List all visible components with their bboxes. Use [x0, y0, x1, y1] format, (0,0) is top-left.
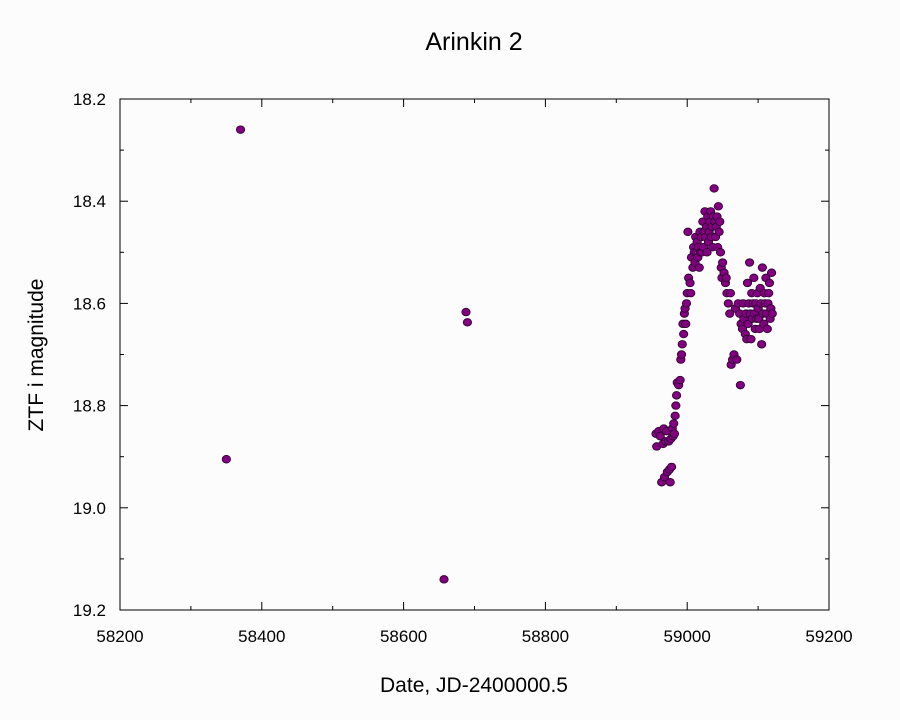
data-point: [715, 248, 726, 257]
data-point: [675, 375, 685, 385]
x-tick-label: 58800: [522, 627, 569, 646]
data-point: [461, 307, 471, 317]
data-point: [665, 478, 675, 487]
data-point: [725, 309, 735, 318]
data-point: [681, 299, 692, 308]
data-point: [671, 401, 681, 410]
data-point: [439, 575, 449, 584]
data-point: [235, 125, 246, 134]
data-points: [221, 125, 777, 584]
y-tick-label: 18.8: [73, 397, 106, 416]
data-point: [677, 340, 687, 349]
chart-title: Arinkin 2: [425, 28, 522, 56]
data-point: [766, 268, 777, 277]
data-point: [767, 309, 777, 318]
data-point: [718, 258, 728, 267]
data-point: [655, 432, 665, 441]
x-tick-label: 58200: [96, 627, 143, 646]
data-point: [462, 318, 473, 327]
y-tick-label: 19.0: [73, 499, 106, 518]
data-point: [670, 411, 680, 421]
data-point: [746, 334, 756, 344]
data-point: [764, 288, 774, 298]
data-point: [694, 263, 704, 272]
data-point: [713, 202, 723, 211]
data-point: [667, 462, 677, 472]
data-point: [683, 227, 693, 237]
data-point: [749, 273, 759, 283]
data-point: [221, 455, 231, 464]
data-point: [685, 278, 695, 288]
data-point: [702, 248, 712, 257]
data-point: [669, 429, 680, 438]
x-tick-label: 59200: [805, 627, 852, 646]
data-point: [715, 217, 725, 226]
plot-frame: [119, 98, 830, 611]
x-tick-label: 59000: [664, 627, 711, 646]
x-tick-label: 58600: [380, 627, 427, 646]
data-point: [732, 355, 742, 364]
x-axis-label: Date, JD-2400000.5: [380, 674, 568, 697]
x-tick-label: 58400: [238, 627, 285, 646]
data-point: [744, 258, 755, 267]
data-point: [735, 380, 745, 390]
data-point: [762, 324, 772, 334]
data-point: [669, 419, 679, 428]
data-point: [714, 227, 724, 237]
data-point: [679, 329, 689, 339]
data-point: [742, 278, 753, 288]
data-point: [764, 278, 775, 288]
data-point: [757, 340, 767, 349]
y-tick-label: 18.2: [73, 90, 106, 109]
y-tick-label: 19.2: [73, 601, 106, 620]
y-tick-label: 18.6: [73, 294, 106, 313]
data-point: [686, 288, 696, 298]
y-axis-label: ZTF i magnitude: [25, 279, 48, 432]
data-point: [676, 350, 687, 359]
y-tick-label: 18.4: [73, 192, 106, 211]
data-point: [709, 184, 719, 193]
data-point: [671, 391, 682, 400]
data-point: [681, 319, 691, 329]
axis-ticks: 58200 58400 58600 58800 59000 59200 18.2 18.4 18…: [73, 90, 853, 646]
data-point: [721, 273, 731, 283]
data-point: [723, 299, 733, 308]
data-point: [725, 288, 736, 298]
data-point: [757, 263, 767, 272]
